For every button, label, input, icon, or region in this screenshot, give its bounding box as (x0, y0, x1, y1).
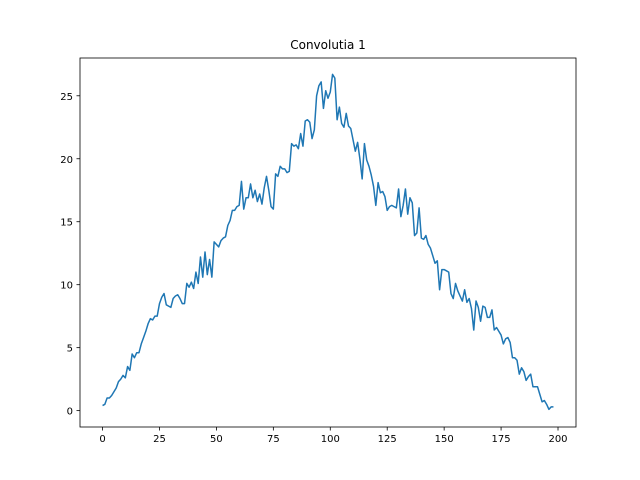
axes-frame (79, 57, 577, 428)
y-tick-label: 0 (67, 407, 73, 418)
y-tick-label: 5 (67, 344, 73, 355)
x-tick-label: 0 (99, 434, 105, 445)
y-tick-label: 20 (60, 155, 73, 166)
chart-title: Convolutia 1 (290, 38, 366, 52)
data-line (102, 73, 554, 411)
x-tick-label: 25 (153, 434, 166, 445)
x-tick-label: 200 (548, 434, 567, 445)
x-tick-label: 50 (210, 434, 223, 445)
x-tick-label: 125 (378, 434, 397, 445)
x-tick-label: 75 (267, 434, 280, 445)
y-tick-label: 10 (60, 281, 73, 292)
y-tick-label: 15 (60, 218, 73, 229)
x-tick-label: 175 (492, 434, 511, 445)
y-tick-label: 25 (60, 92, 73, 103)
x-tick-label: 150 (435, 434, 454, 445)
x-tick-label: 100 (321, 434, 340, 445)
